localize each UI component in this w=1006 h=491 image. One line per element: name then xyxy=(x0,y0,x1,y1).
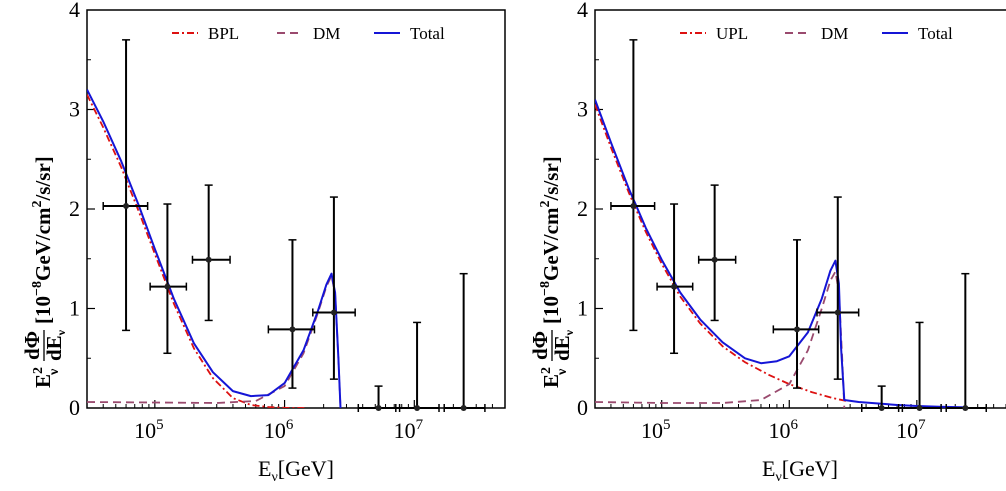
data-point-marker xyxy=(962,405,969,411)
axis-ticks: 0 1 2 3 4 105 106 107 xyxy=(69,0,506,443)
series-curves xyxy=(595,99,968,408)
legend-label: DM xyxy=(821,24,848,43)
x-axis-label: Eν[GeV] xyxy=(258,456,334,485)
svg-text:E2ν: E2ν xyxy=(539,367,570,388)
x-tick-label: 106 xyxy=(264,417,294,443)
svg-text:dΦ: dΦ xyxy=(20,331,44,360)
svg-text:dΦ: dΦ xyxy=(528,331,552,360)
chart-panel-right: 0 1 2 3 4 105 106 107 UPL DM Total Eν[GeV] E2ν dΦ… xyxy=(528,0,1006,485)
data-point xyxy=(312,196,356,380)
data-points xyxy=(102,39,486,412)
legend-label: BPL xyxy=(208,24,239,43)
data-point-marker xyxy=(330,309,337,316)
data-point-marker xyxy=(123,203,130,210)
plot-frame xyxy=(86,9,506,409)
data-point-marker xyxy=(375,405,382,411)
y-tick-label: 1 xyxy=(577,296,588,321)
series-line-total xyxy=(87,89,342,408)
data-point xyxy=(395,321,440,412)
y-tick-label: 4 xyxy=(69,0,80,22)
y-tick-label: 2 xyxy=(577,196,588,221)
legend-label: Total xyxy=(918,24,953,43)
svg-text:[10−8GeV/cm2/s/sr]: [10−8GeV/cm2/s/sr] xyxy=(30,156,55,324)
legend: BPL DM Total xyxy=(172,24,445,43)
x-tick-label: 105 xyxy=(134,417,164,443)
x-axis-label: Eν[GeV] xyxy=(762,456,838,485)
data-point-marker xyxy=(834,309,841,316)
y-axis-label: E2ν dΦ dEν [10−8GeV/cm2/s/sr] xyxy=(528,156,576,388)
y-tick-label: 4 xyxy=(577,0,588,22)
x-tick-label: 105 xyxy=(641,417,671,443)
data-point xyxy=(772,239,820,389)
y-tick-label: 3 xyxy=(69,97,80,122)
chart-panel-left: 0 1 2 3 4 105 106 107 BPL DM Total Eν[GeV] E2ν dΦ… xyxy=(20,0,506,485)
data-point-marker xyxy=(711,256,718,263)
y-axis-label: E2ν dΦ dEν [10−8GeV/cm2/s/sr] xyxy=(20,156,68,388)
data-point-marker xyxy=(878,405,885,411)
data-point-marker xyxy=(289,326,296,333)
data-point xyxy=(267,239,316,389)
legend-label: UPL xyxy=(716,24,748,43)
data-point xyxy=(861,385,904,412)
series-line-total xyxy=(595,99,968,408)
series-line-upl xyxy=(595,104,847,402)
data-points xyxy=(610,39,987,412)
data-point xyxy=(443,272,486,412)
data-point xyxy=(102,39,149,332)
x-tick-label: 107 xyxy=(394,417,424,443)
data-point xyxy=(656,203,694,355)
data-point xyxy=(610,39,656,332)
series-line-dm xyxy=(87,274,342,408)
legend: UPL DM Total xyxy=(680,24,953,43)
y-tick-label: 2 xyxy=(69,196,80,221)
y-tick-label: 3 xyxy=(577,97,588,122)
data-point-marker xyxy=(205,256,212,263)
data-point-marker xyxy=(460,405,467,411)
svg-text:E2ν: E2ν xyxy=(31,367,62,388)
data-point xyxy=(945,272,987,412)
svg-text:dEν: dEν xyxy=(550,329,576,361)
plot-frame xyxy=(594,9,1006,409)
data-point-marker xyxy=(164,283,171,290)
data-point xyxy=(816,196,860,380)
svg-text:dEν: dEν xyxy=(42,329,68,361)
y-tick-label: 1 xyxy=(69,296,80,321)
data-point xyxy=(149,203,188,355)
data-point-marker xyxy=(794,326,801,333)
series-line-bpl xyxy=(87,94,308,408)
data-point xyxy=(357,385,401,412)
data-point-marker xyxy=(414,405,421,411)
data-point xyxy=(897,321,942,412)
x-tick-label: 107 xyxy=(896,417,926,443)
data-point-marker xyxy=(916,405,923,411)
legend-label: DM xyxy=(313,24,340,43)
data-point xyxy=(191,184,231,322)
y-tick-label: 0 xyxy=(69,395,80,420)
data-point-marker xyxy=(630,203,637,210)
legend-label: Total xyxy=(410,24,445,43)
data-point xyxy=(697,184,737,322)
x-tick-label: 106 xyxy=(769,417,799,443)
svg-text:[10−8GeV/cm2/s/sr]: [10−8GeV/cm2/s/sr] xyxy=(538,156,563,324)
data-point-marker xyxy=(671,283,678,290)
y-tick-label: 0 xyxy=(577,395,588,420)
series-curves xyxy=(87,89,342,408)
